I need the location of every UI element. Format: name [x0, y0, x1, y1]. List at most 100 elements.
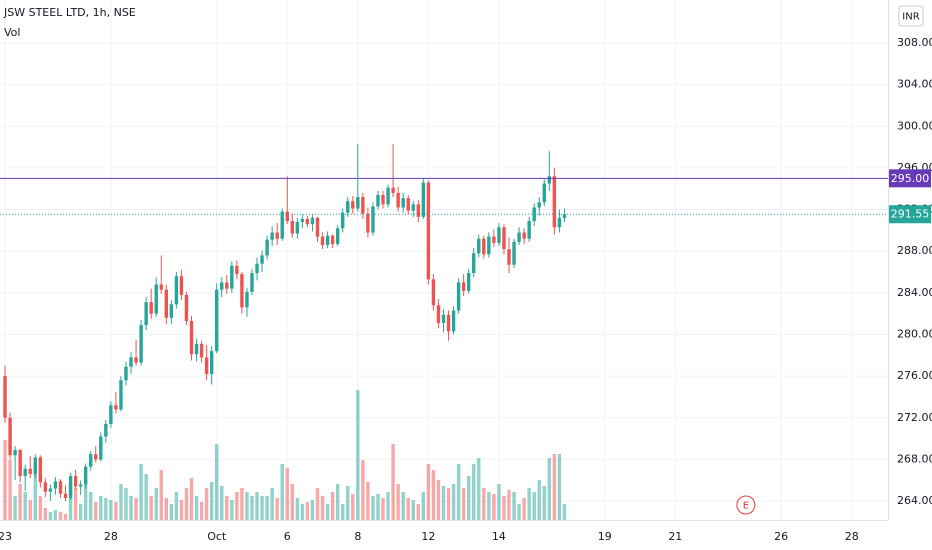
- volume-bar: [482, 488, 486, 520]
- candle-body: [381, 194, 385, 205]
- y-tick-label: 272.00: [897, 411, 932, 424]
- candle-body: [320, 236, 325, 245]
- candle-body: [134, 357, 138, 363]
- candle-body: [18, 450, 22, 477]
- y-tick-label: 264.00: [897, 494, 932, 507]
- candle-body: [13, 450, 17, 456]
- volume-bar: [179, 500, 184, 520]
- candle-body: [250, 273, 254, 292]
- volume-bar: [53, 510, 58, 520]
- axes: 264.00 268.00 272.00 276.00 280.00 284.00 288.…: [0, 36, 932, 543]
- candle-body: [164, 289, 169, 318]
- volume-bar: [114, 502, 118, 520]
- candle-body: [8, 417, 12, 456]
- volume-bar: [411, 500, 415, 520]
- volume-bar: [507, 490, 511, 520]
- volume-bar: [381, 498, 385, 520]
- volume-bar: [472, 464, 476, 520]
- level-price-label: 295.00: [891, 172, 930, 185]
- volume-bar: [366, 482, 370, 520]
- y-tick-label: 268.00: [897, 452, 932, 465]
- volume-bar: [13, 496, 17, 520]
- currency-label[interactable]: INR: [902, 12, 919, 23]
- candle-body: [361, 197, 365, 214]
- currency-button[interactable]: [898, 5, 924, 27]
- volume-bar: [164, 498, 169, 520]
- volume-bar: [63, 514, 68, 520]
- x-tick-label: 12: [421, 530, 435, 543]
- volume-bar: [406, 498, 410, 520]
- volume-bar: [260, 496, 264, 520]
- candle-body: [129, 357, 133, 367]
- volume-pane: [3, 390, 567, 520]
- candle-body: [114, 405, 118, 410]
- volume-bar: [431, 470, 436, 520]
- candle-body: [507, 249, 511, 265]
- candle-body: [557, 217, 562, 228]
- volume-bar: [280, 464, 284, 520]
- candle-body: [285, 211, 289, 222]
- candle-body: [230, 265, 234, 289]
- volume-bar: [169, 504, 174, 520]
- candle-body: [68, 476, 73, 498]
- candle-body: [492, 236, 496, 243]
- candle-body: [411, 204, 415, 211]
- candle-body: [351, 201, 355, 209]
- volume-bar: [230, 500, 234, 520]
- candle-body: [512, 241, 516, 265]
- candle-body: [149, 302, 153, 314]
- volume-bar: [78, 504, 83, 520]
- volume-bar: [94, 502, 98, 520]
- candle-body: [466, 273, 471, 291]
- candle-body: [280, 211, 284, 239]
- volume-bar: [391, 444, 395, 520]
- x-tick-label: 26: [774, 530, 788, 543]
- volume-bar: [487, 492, 491, 520]
- volume-bar: [285, 468, 289, 520]
- volume-label: Vol: [4, 26, 20, 39]
- volume-bar: [547, 458, 552, 520]
- volume-bar: [562, 504, 567, 520]
- candle-body: [431, 279, 436, 306]
- candle-body: [159, 284, 163, 290]
- candle-body: [537, 202, 541, 208]
- volume-bar: [124, 488, 128, 520]
- volume-bar: [441, 486, 446, 520]
- candle-body: [502, 227, 506, 250]
- volume-bar: [144, 474, 148, 520]
- x-tick-label: 28: [104, 530, 118, 543]
- volume-bar: [109, 500, 113, 520]
- volume-bar: [245, 492, 249, 520]
- candle-body: [28, 468, 32, 474]
- volume-bar: [335, 484, 340, 520]
- x-tick-label: 14: [492, 530, 506, 543]
- candle-body: [63, 493, 68, 498]
- volume-bar: [477, 458, 481, 520]
- volume-bar: [396, 484, 400, 520]
- candle-body: [245, 291, 249, 308]
- candle-body: [436, 305, 441, 324]
- x-tick-label: 23: [0, 530, 12, 543]
- volume-bar: [542, 486, 546, 520]
- candle-body: [547, 176, 552, 184]
- candle-body: [315, 217, 320, 237]
- volume-bar: [194, 496, 199, 520]
- volume-bar: [401, 492, 405, 520]
- candle-body: [341, 212, 345, 229]
- volume-bar: [89, 492, 93, 520]
- volume-bar: [310, 500, 315, 520]
- candle-body: [330, 235, 335, 244]
- candle-body: [421, 182, 426, 217]
- candle-body: [527, 221, 531, 239]
- candle-body: [225, 282, 229, 289]
- candle-body: [406, 198, 410, 211]
- volume-bar: [502, 496, 506, 520]
- volume-bar: [446, 488, 451, 520]
- event-label: E: [743, 501, 749, 512]
- volume-bar: [48, 512, 53, 520]
- volume-bar: [330, 492, 335, 520]
- volume-bar: [532, 492, 536, 520]
- candle-body: [204, 357, 209, 375]
- volume-bar: [346, 486, 350, 520]
